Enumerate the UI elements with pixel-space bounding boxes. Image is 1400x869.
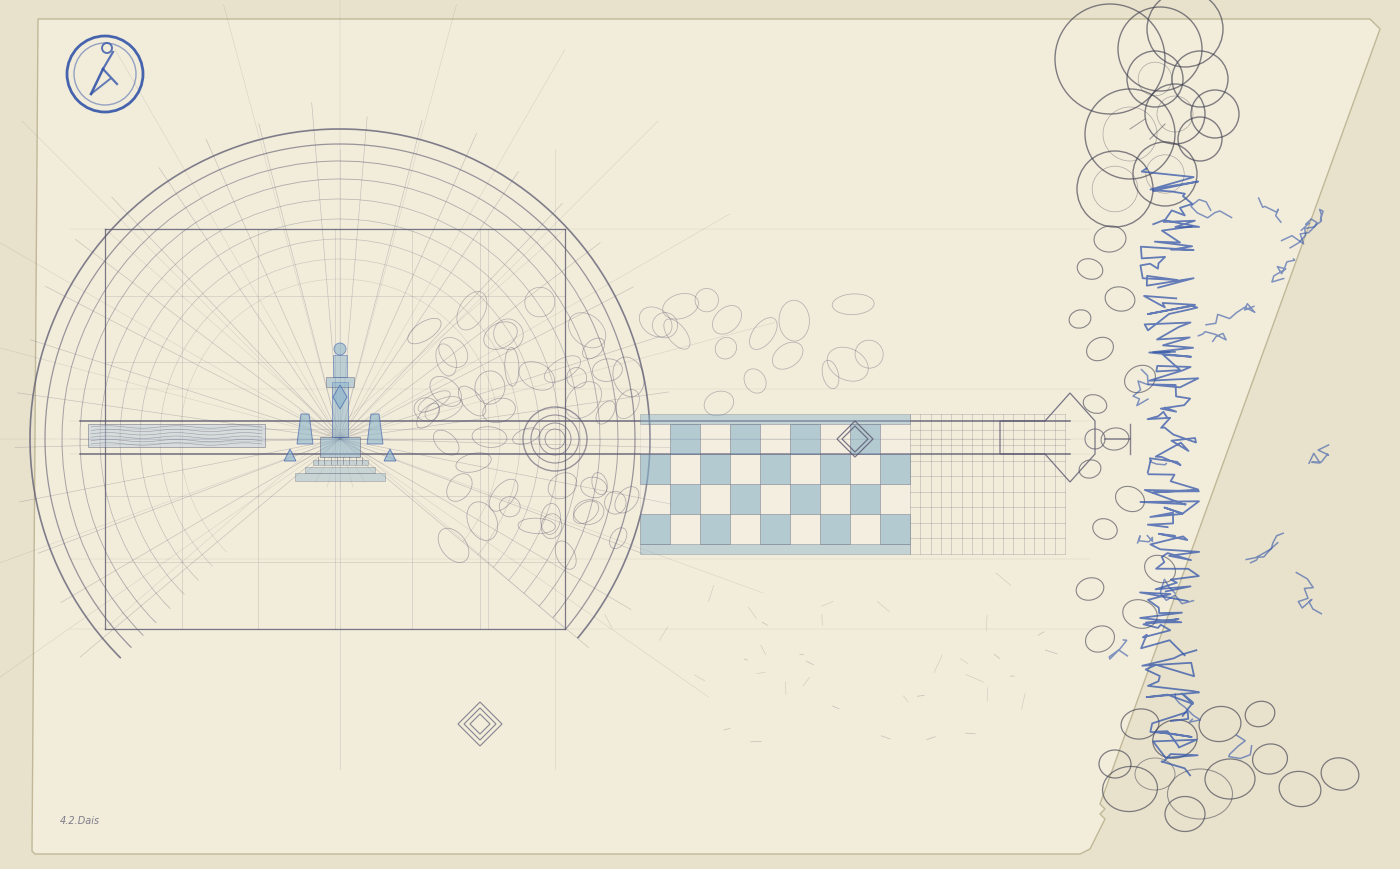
Circle shape <box>335 343 346 355</box>
Text: 4.2.Dais: 4.2.Dais <box>60 815 101 825</box>
Bar <box>729 514 760 544</box>
Bar <box>790 425 820 454</box>
Bar <box>760 484 790 514</box>
Bar <box>640 484 671 514</box>
Bar <box>700 484 729 514</box>
Polygon shape <box>297 415 314 444</box>
Bar <box>671 425 700 454</box>
Bar <box>333 355 347 377</box>
Bar <box>790 514 820 544</box>
Bar <box>729 454 760 484</box>
Polygon shape <box>384 449 396 461</box>
Bar <box>820 484 850 514</box>
Bar <box>640 514 671 544</box>
Polygon shape <box>367 415 384 444</box>
Bar <box>850 514 881 544</box>
Bar <box>700 425 729 454</box>
Bar <box>850 454 881 484</box>
Bar <box>640 415 910 425</box>
Bar <box>326 377 354 388</box>
Bar <box>760 514 790 544</box>
Bar <box>640 454 671 484</box>
Bar <box>820 454 850 484</box>
Bar <box>881 454 910 484</box>
Bar <box>700 454 729 484</box>
Bar <box>760 454 790 484</box>
Bar <box>729 484 760 514</box>
Bar <box>640 425 671 454</box>
Bar <box>881 514 910 544</box>
Bar <box>671 454 700 484</box>
Bar <box>321 437 360 457</box>
Bar <box>820 425 850 454</box>
Bar <box>295 474 385 481</box>
Bar <box>850 425 881 454</box>
Bar <box>790 484 820 514</box>
Bar <box>88 425 265 448</box>
Bar <box>640 544 910 554</box>
Polygon shape <box>333 386 347 409</box>
Polygon shape <box>284 449 295 461</box>
Bar <box>671 484 700 514</box>
Polygon shape <box>32 20 1380 854</box>
Bar <box>700 514 729 544</box>
Bar <box>729 425 760 454</box>
Bar <box>671 514 700 544</box>
Bar <box>312 461 368 466</box>
Bar <box>850 484 881 514</box>
Bar <box>790 454 820 484</box>
Bar <box>332 382 349 437</box>
Bar <box>881 425 910 454</box>
Bar <box>760 425 790 454</box>
Bar <box>305 468 375 474</box>
Bar <box>820 514 850 544</box>
Bar <box>881 484 910 514</box>
